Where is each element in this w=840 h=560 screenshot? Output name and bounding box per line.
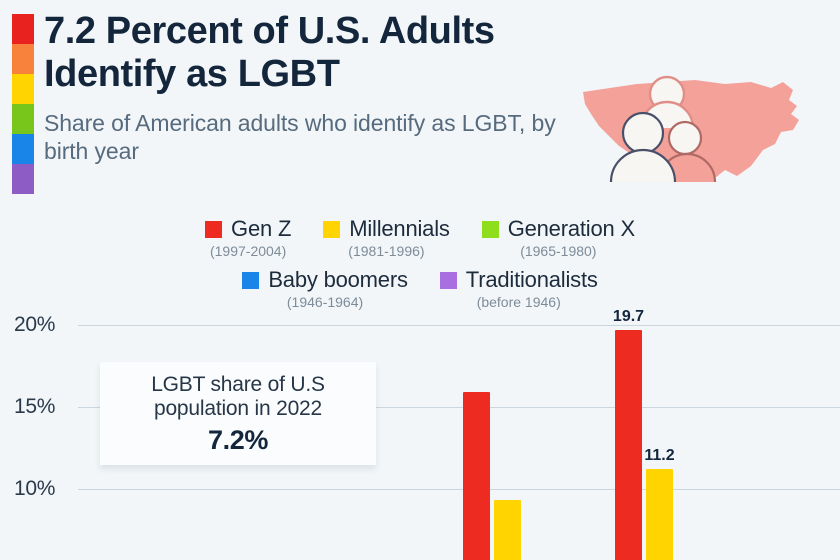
- callout-value: 7.2%: [208, 425, 268, 456]
- legend-swatch-baby-boomers: [242, 271, 260, 289]
- legend-swatch-millennials: [323, 220, 341, 238]
- legend-years-traditionalists: (before 1946): [476, 294, 561, 310]
- legend-years-baby-boomers: (1946-1964): [286, 294, 364, 310]
- legend-years-generation-x: (1965-1980): [520, 243, 597, 259]
- gridline-10: [78, 489, 840, 490]
- rainbow-segment-green: [12, 104, 34, 134]
- y-axis-label-20: 20%: [14, 313, 56, 336]
- legend-label-generation-x: Generation X: [507, 216, 635, 241]
- callout-box: LGBT share of U.S population in 2022 7.2…: [100, 362, 376, 465]
- rainbow-segment-red: [12, 14, 34, 44]
- bar-group-4-gen-z[interactable]: [615, 329, 642, 560]
- legend-item-traditionalists[interactable]: Traditionalists (before 1946): [439, 267, 598, 310]
- rainbow-segment-yellow: [12, 74, 34, 104]
- legend-label-baby-boomers: Baby boomers: [268, 267, 408, 292]
- chart-legend: Gen Z (1997-2004) Millennials (1981-1996…: [0, 216, 840, 310]
- legend-label-millennials: Millennials: [349, 216, 450, 241]
- legend-label-traditionalists: Traditionalists: [465, 267, 598, 292]
- rainbow-segment-purple: [12, 164, 34, 194]
- legend-row-1: Gen Z (1997-2004) Millennials (1981-1996…: [0, 216, 840, 259]
- group-of-people-icon: [609, 75, 717, 183]
- legend-label-gen-z: Gen Z: [231, 216, 292, 241]
- legend-years-gen-z: (1997-2004): [209, 243, 287, 259]
- legend-item-millennials[interactable]: Millennials (1981-1996): [323, 216, 450, 259]
- legend-row-2: Baby boomers (1946-1964) Traditionalists…: [0, 267, 840, 310]
- us-map-illustration: [575, 70, 825, 195]
- gridline-20: [78, 325, 840, 326]
- header: 7.2 Percent of U.S. Adults Identify as L…: [44, 10, 564, 165]
- callout-line-1: LGBT share of U.S: [151, 372, 325, 396]
- y-axis-label-15: 15%: [14, 395, 56, 418]
- legend-item-gen-z[interactable]: Gen Z (1997-2004): [205, 216, 291, 259]
- gridline-15: [78, 407, 840, 408]
- bar-group-3-millennials[interactable]: [494, 500, 521, 560]
- callout-line-2: population in 2022: [153, 397, 323, 420]
- chart-bars: 19.7 11.2: [78, 300, 840, 560]
- legend-swatch-gen-z: [205, 220, 223, 238]
- bar-group-3-gen-z[interactable]: [463, 392, 490, 560]
- legend-item-baby-boomers[interactable]: Baby boomers (1946-1964): [242, 267, 408, 310]
- legend-swatch-traditionalists: [439, 271, 457, 289]
- rainbow-segment-blue: [12, 134, 34, 164]
- page-title: 7.2 Percent of U.S. Adults Identify as L…: [44, 10, 495, 95]
- bar-value-label-millennials: 11.2: [644, 447, 675, 465]
- legend-years-millennials: (1981-1996): [348, 243, 425, 259]
- bar-group-4-millennials[interactable]: [646, 469, 673, 560]
- y-axis-label-10: 10%: [14, 477, 56, 500]
- united-states-map-icon: [583, 75, 799, 183]
- rainbow-accent-bar: [12, 14, 34, 194]
- bar-chart-plot: 20%15%10%5% 19.711.2: [0, 300, 840, 560]
- legend-swatch-generation-x: [481, 220, 499, 238]
- page-subtitle: Share of American adults who identify as…: [44, 110, 556, 165]
- rainbow-segment-orange: [12, 44, 34, 74]
- bar-value-label-gen-z: 19.7: [612, 307, 645, 325]
- legend-item-generation-x[interactable]: Generation X (1965-1980): [481, 216, 635, 259]
